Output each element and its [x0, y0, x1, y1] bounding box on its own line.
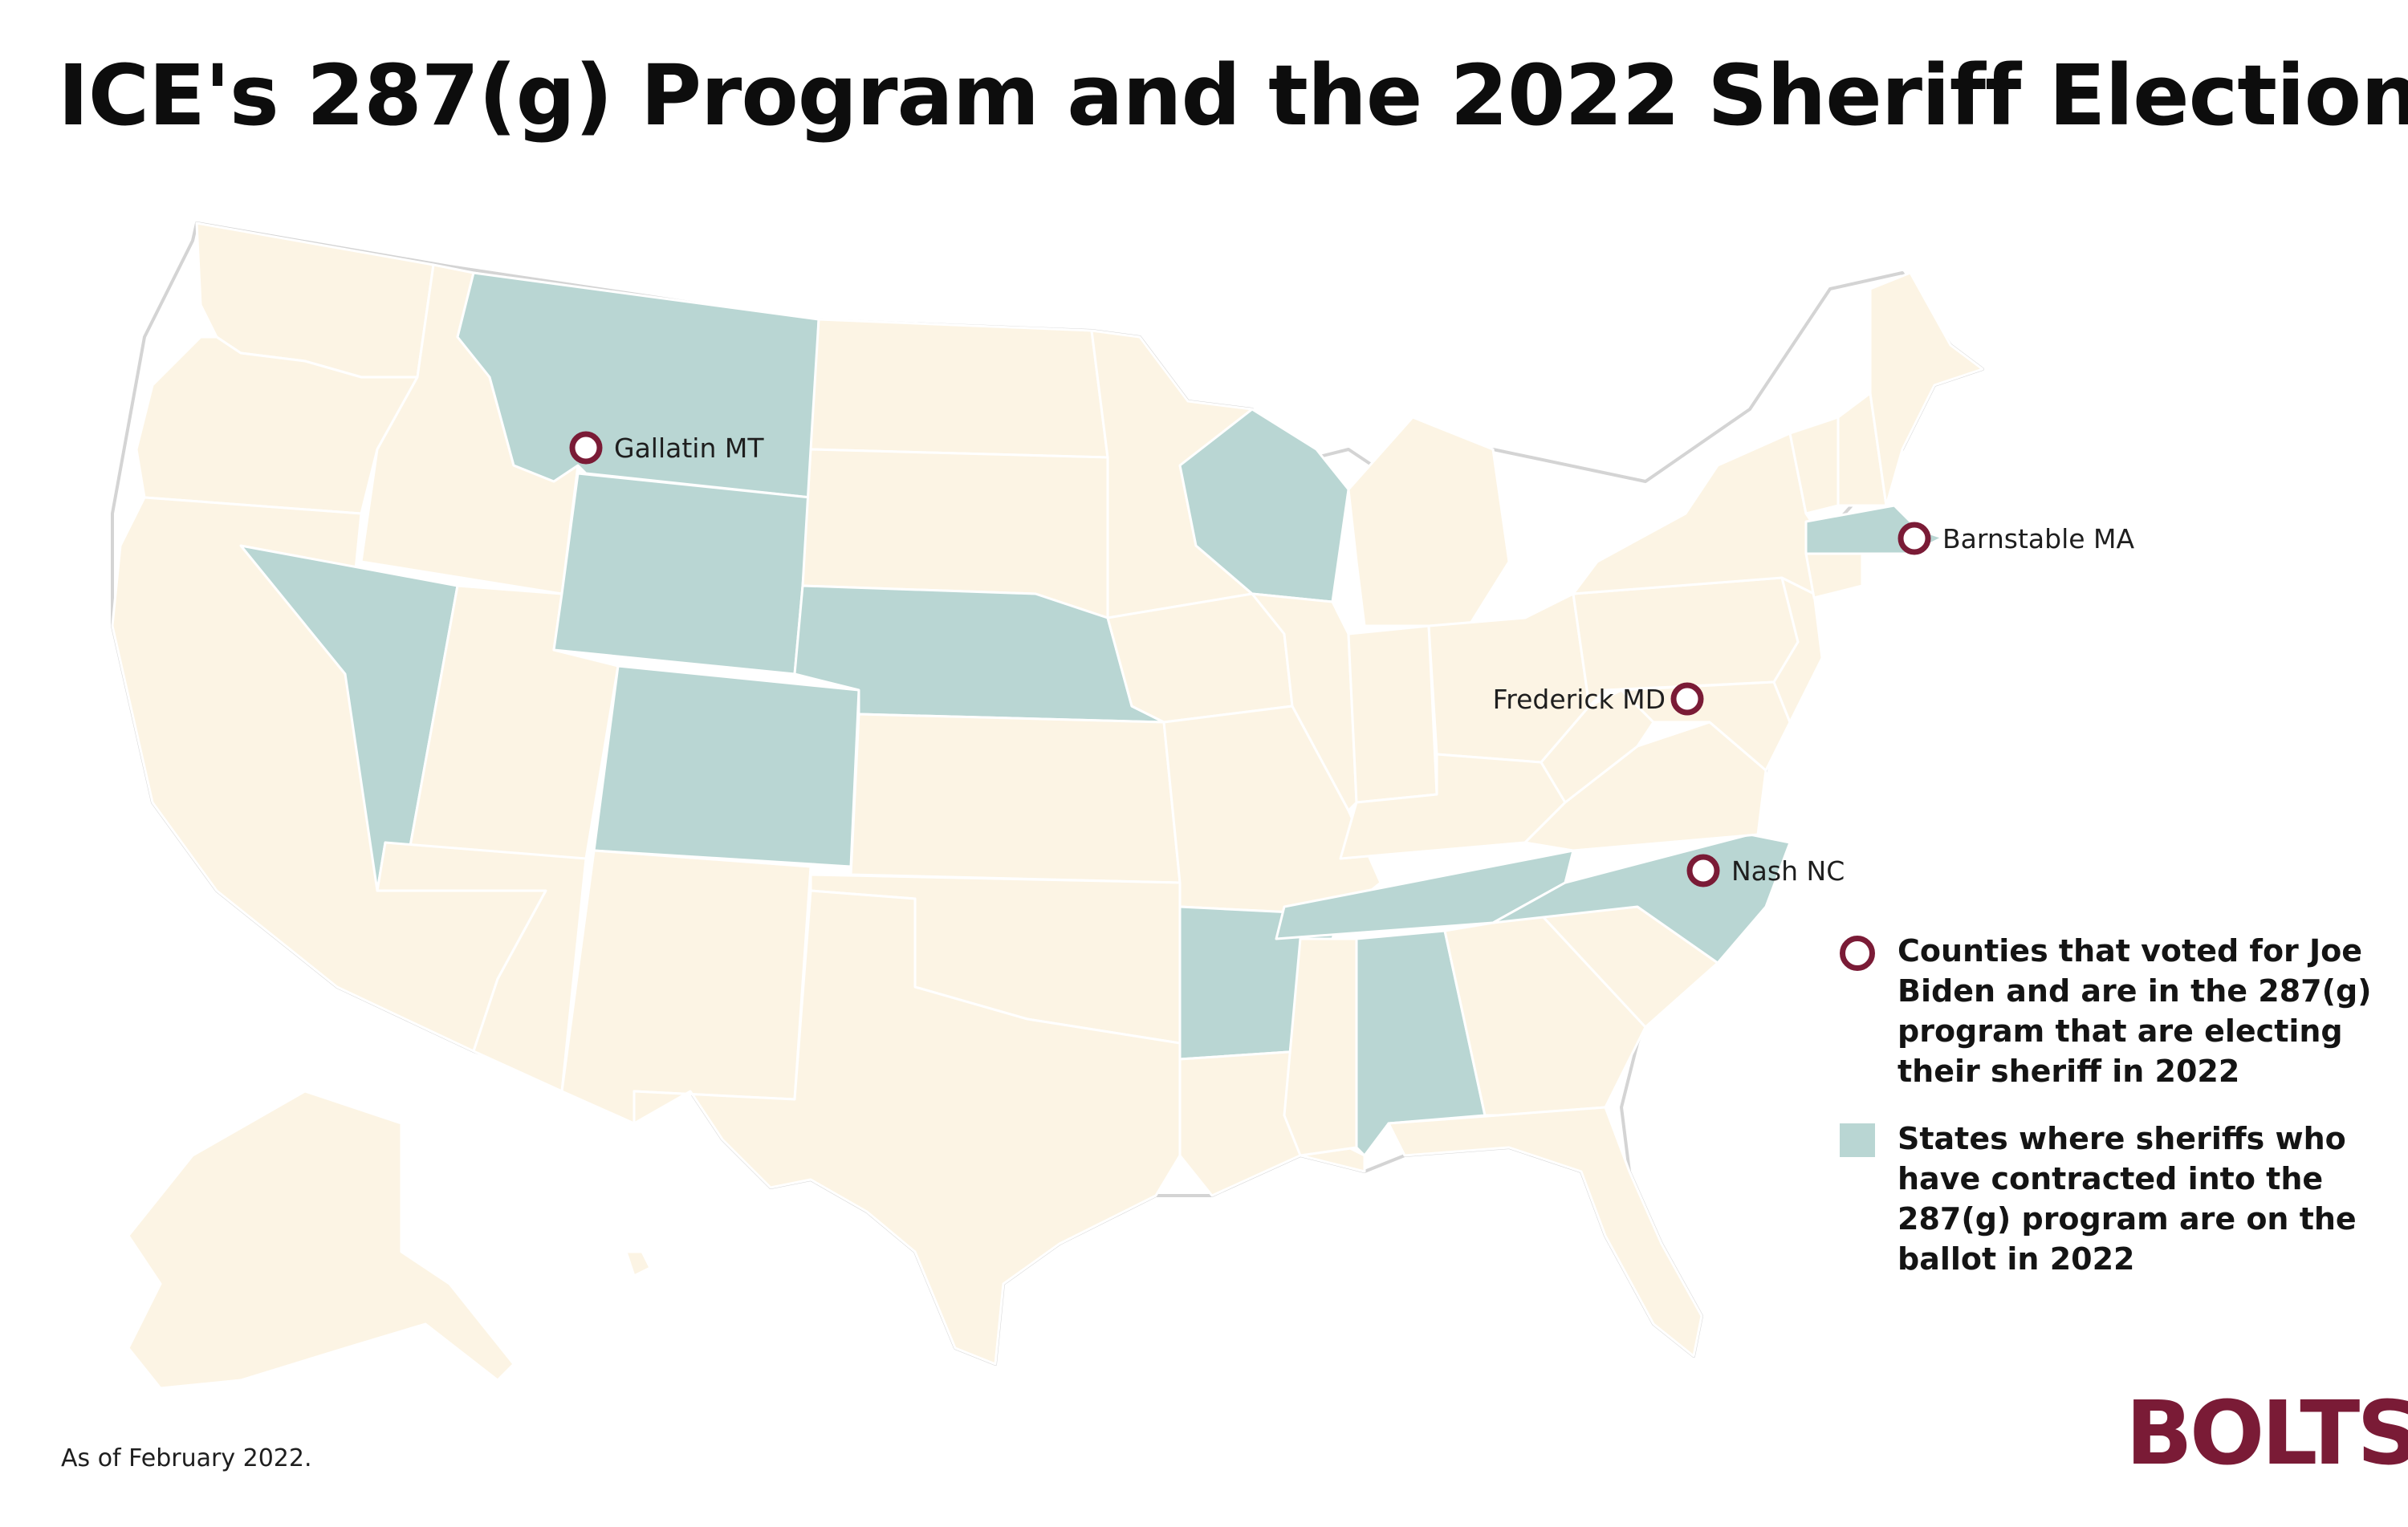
- state-maine: [1869, 271, 1984, 507]
- state-texas: [633, 889, 1182, 1366]
- square-swatch-icon: [1840, 1123, 1875, 1157]
- marker-nash[interactable]: Nash NC: [1686, 854, 1845, 887]
- barnstable-label: Barnstable MA: [1942, 523, 2134, 554]
- state-north-dakota: [809, 318, 1109, 459]
- gallatin-circle: [569, 431, 603, 465]
- state-indiana: [1347, 624, 1438, 804]
- map-title: ICE's 287(g) Program and the 2022 Sherif…: [58, 47, 2408, 144]
- state-hawaii: [624, 1250, 652, 1277]
- state-michigan: [1347, 416, 1511, 627]
- state-wyoming: [552, 472, 812, 676]
- barnstable-circle: [1898, 522, 1931, 555]
- legend-item-states: States where sheriffs who have contracte…: [1840, 1119, 2386, 1279]
- state-florida: [1387, 1106, 1703, 1358]
- nash-label: Nash NC: [1731, 855, 1845, 887]
- legend: Counties that voted for Joe Biden and ar…: [1840, 931, 2386, 1279]
- marker-gallatin[interactable]: Gallatin MT: [569, 431, 764, 465]
- state-alaska: [127, 1090, 515, 1390]
- footnote: As of February 2022.: [61, 1444, 312, 1472]
- frederick-circle: [1670, 682, 1704, 716]
- state-new-mexico: [560, 849, 812, 1125]
- bolts-logo: BOLTS: [2125, 1382, 2408, 1484]
- state-wisconsin: [1178, 408, 1350, 603]
- gallatin-label: Gallatin MT: [614, 433, 764, 464]
- legend-item-counties: Counties that voted for Joe Biden and ar…: [1840, 931, 2386, 1091]
- state-kansas: [849, 713, 1182, 884]
- legend-states-text: States where sheriffs who have contracte…: [1898, 1121, 2357, 1277]
- marker-frederick[interactable]: Frederick MD: [1493, 682, 1704, 716]
- marker-barnstable[interactable]: Barnstable MA: [1898, 522, 2134, 555]
- state-illinois: [1251, 592, 1358, 812]
- state-connecticut: [1804, 552, 1864, 599]
- state-mississippi: [1283, 937, 1358, 1157]
- state-arizona: [376, 841, 588, 1093]
- state-iowa: [1106, 592, 1294, 724]
- ring-icon: [1840, 936, 1875, 971]
- legend-counties-text: Counties that voted for Joe Biden and ar…: [1898, 933, 2372, 1089]
- nash-circle: [1686, 854, 1720, 887]
- frederick-label: Frederick MD: [1493, 684, 1666, 715]
- state-colorado: [592, 664, 860, 868]
